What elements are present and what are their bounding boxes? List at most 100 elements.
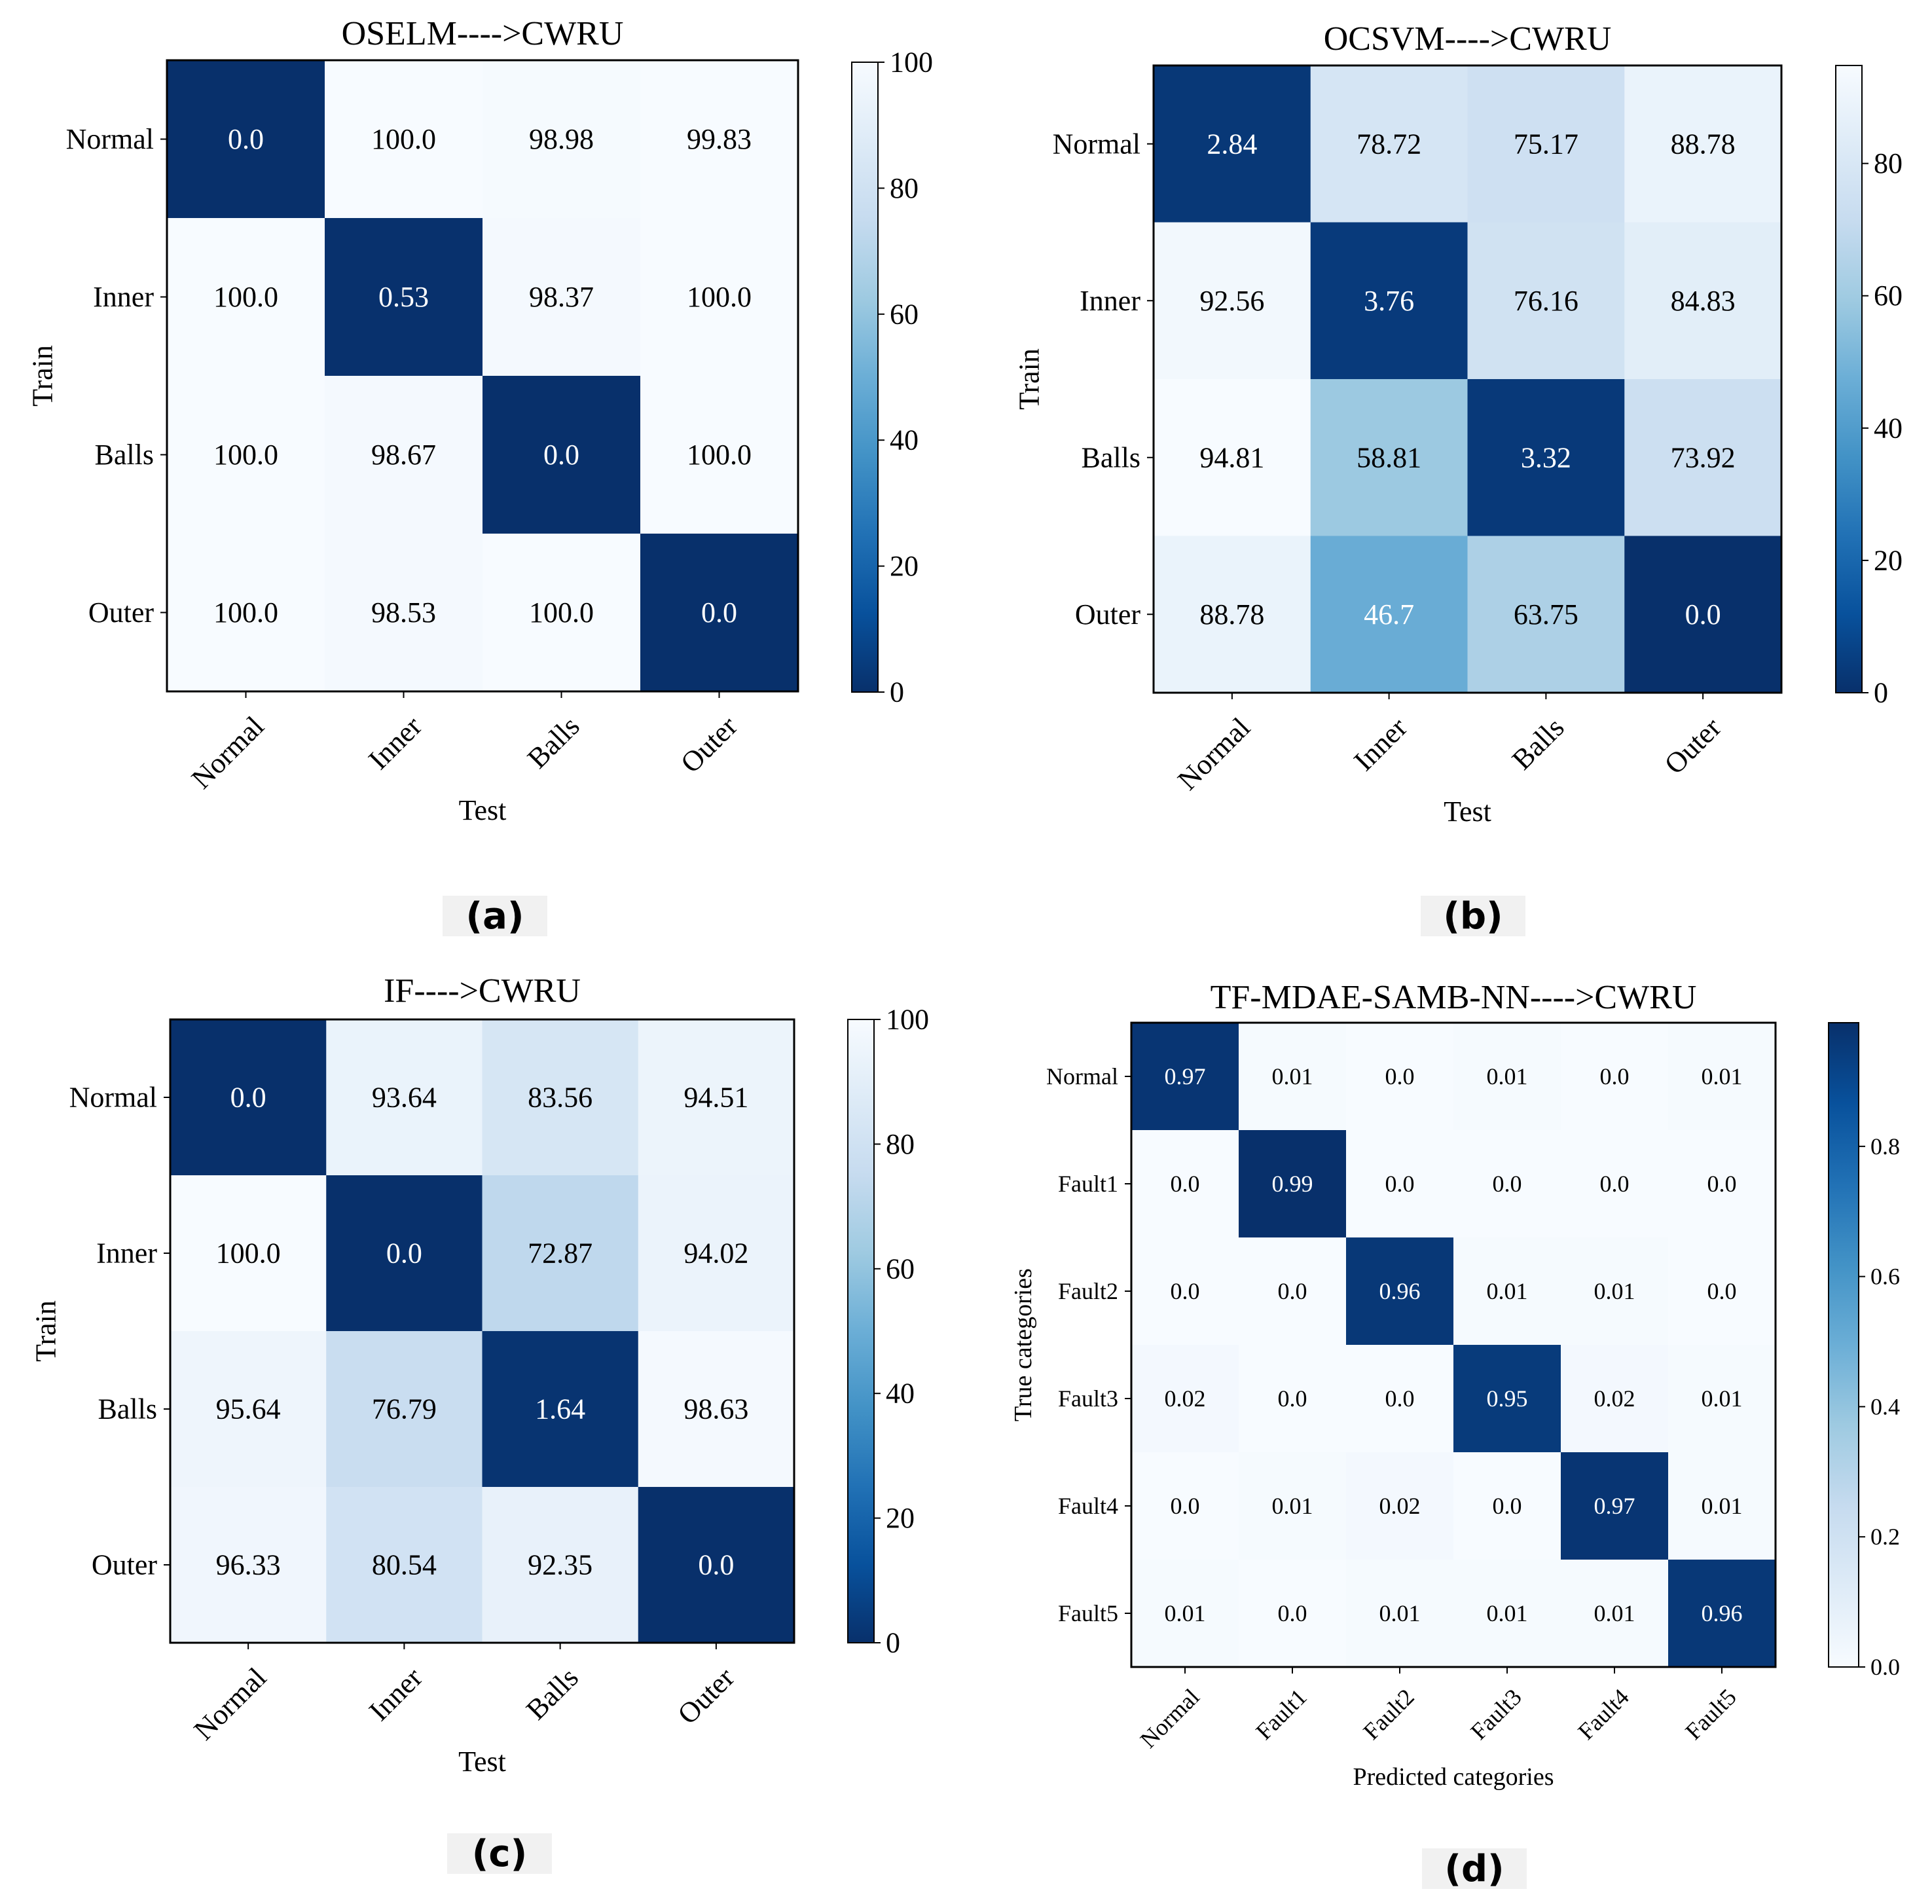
cell-value-label: 92.56 bbox=[1199, 285, 1264, 317]
heatmap-cell bbox=[1668, 1237, 1776, 1346]
heatmap-cell bbox=[1346, 1560, 1454, 1668]
colorbar-tick-label: 20 bbox=[886, 1502, 915, 1534]
cell-value-label: 98.37 bbox=[529, 281, 594, 313]
y-tick-label: Fault4 bbox=[1058, 1493, 1118, 1519]
panel-d: TF-MDAE-SAMB-NN---->CWRU 0.97 0.01 0.0 0.01 0… bbox=[1010, 979, 1900, 1890]
panel-tag-background bbox=[1422, 1848, 1527, 1889]
y-tick-label: Inner bbox=[1080, 285, 1140, 317]
x-tick-label: Outer bbox=[672, 1661, 741, 1730]
heatmap-cell bbox=[1154, 222, 1311, 380]
cell-value-label: 100.0 bbox=[529, 596, 594, 629]
x-tick-label: Fault2 bbox=[1358, 1683, 1419, 1744]
heatmap-cell bbox=[1453, 1345, 1561, 1453]
colorbar bbox=[851, 62, 879, 693]
colorbar-tick-label: 0 bbox=[886, 1627, 900, 1659]
colorbar-tick-label: 80 bbox=[886, 1128, 915, 1160]
colorbar-tick-label: 100 bbox=[886, 1004, 929, 1036]
heatmap-cell bbox=[1239, 1560, 1347, 1668]
cell-value-label: 95.64 bbox=[216, 1393, 281, 1425]
heatmap-cell bbox=[326, 1175, 483, 1332]
heatmap-cell bbox=[483, 534, 641, 692]
chart-title: IF---->CWRU bbox=[384, 972, 581, 1010]
heatmap-cell bbox=[1346, 1237, 1454, 1346]
chart-title: TF-MDAE-SAMB-NN---->CWRU bbox=[1211, 979, 1697, 1016]
cell-value-label: 0.0 bbox=[1707, 1171, 1737, 1197]
panel-tag-background bbox=[447, 1833, 552, 1874]
heatmap-cell bbox=[1624, 379, 1782, 536]
colorbar-tick-label: 60 bbox=[1874, 280, 1903, 312]
cell-value-label: 0.01 bbox=[1702, 1385, 1743, 1412]
cell-value-label: 0.0 bbox=[1493, 1493, 1522, 1519]
cell-value-label: 0.01 bbox=[1272, 1063, 1313, 1089]
heatmap-cell bbox=[482, 1175, 639, 1332]
heatmap-cell bbox=[170, 1331, 327, 1488]
heatmap-cell bbox=[1131, 1237, 1239, 1346]
heatmap-cell bbox=[1561, 1237, 1669, 1346]
panel-label: (c) bbox=[472, 1833, 527, 1875]
heatmap-cell bbox=[1668, 1560, 1776, 1668]
colorbar-tick-label: 40 bbox=[886, 1378, 915, 1410]
panel-label: (a) bbox=[466, 895, 524, 938]
heatmap-cell bbox=[1561, 1345, 1669, 1453]
y-axis-label: Train bbox=[1013, 348, 1046, 410]
heatmap-cell bbox=[1668, 1130, 1776, 1238]
colorbar bbox=[847, 1019, 875, 1643]
heatmap-cell bbox=[640, 60, 799, 219]
cell-value-label: 0.01 bbox=[1487, 1278, 1528, 1304]
colorbar-tick-label: 80 bbox=[890, 172, 919, 204]
x-tick-label: Inner bbox=[1347, 711, 1413, 777]
colorbar-tick-label: 20 bbox=[890, 550, 919, 582]
cell-value-label: 72.87 bbox=[528, 1237, 592, 1270]
cell-value-label: 76.79 bbox=[372, 1393, 437, 1425]
chart-title: OCSVM---->CWRU bbox=[1324, 20, 1612, 58]
cell-value-label: 73.92 bbox=[1671, 441, 1736, 473]
heatmap-cell bbox=[482, 1487, 639, 1643]
cell-value-label: 2.84 bbox=[1207, 128, 1257, 160]
heatmap-cell bbox=[1239, 1452, 1347, 1560]
cell-value-label: 0.0 bbox=[230, 1082, 266, 1114]
cell-value-label: 0.96 bbox=[1379, 1278, 1421, 1304]
cell-value-label: 78.72 bbox=[1357, 128, 1421, 160]
heatmap-cell bbox=[640, 534, 799, 692]
panel-b: OCSVM---->CWRU 2.84 78.72 75.17 88.78 92.56 3.… bbox=[1013, 20, 1903, 938]
colorbar-tick-label: 0.0 bbox=[1870, 1654, 1900, 1680]
cell-value-label: 0.0 bbox=[1278, 1278, 1307, 1304]
heatmap-cell bbox=[1453, 1452, 1561, 1560]
x-tick-label: Balls bbox=[521, 710, 586, 775]
chart-title: OSELM---->CWRU bbox=[342, 15, 624, 52]
cell-value-label: 75.17 bbox=[1514, 128, 1578, 160]
heatmap-cell bbox=[482, 1331, 639, 1488]
cell-value-label: 0.0 bbox=[1385, 1385, 1415, 1412]
heatmap-cell bbox=[167, 60, 325, 219]
heatmap-cell bbox=[325, 60, 483, 219]
y-tick-label: Balls bbox=[1082, 441, 1140, 473]
cell-value-label: 94.81 bbox=[1199, 441, 1264, 473]
cell-value-label: 0.02 bbox=[1594, 1385, 1635, 1412]
heatmap-cell bbox=[1467, 65, 1625, 223]
cell-value-label: 76.16 bbox=[1514, 285, 1578, 317]
cell-value-label: 0.0 bbox=[1707, 1278, 1737, 1304]
cell-value-label: 0.0 bbox=[386, 1237, 422, 1270]
colorbar bbox=[1828, 1022, 1859, 1668]
colorbar-tick-label: 100 bbox=[890, 46, 933, 79]
cell-value-label: 0.01 bbox=[1487, 1063, 1528, 1089]
colorbar-tick-label: 0 bbox=[890, 676, 904, 708]
x-tick-label: Inner bbox=[362, 710, 428, 776]
y-axis-label: True categories bbox=[1010, 1268, 1037, 1421]
heatmap-cell bbox=[1561, 1130, 1669, 1238]
x-axis-label: Test bbox=[1444, 796, 1491, 828]
heatmap-cell bbox=[167, 376, 325, 534]
cell-value-label: 0.01 bbox=[1702, 1063, 1743, 1089]
colorbar-tick-label: 0.6 bbox=[1870, 1264, 1900, 1290]
cell-value-label: 98.98 bbox=[529, 123, 594, 155]
heatmap-cell bbox=[1131, 1130, 1239, 1238]
cell-value-label: 100.0 bbox=[371, 123, 436, 155]
cell-value-label: 0.99 bbox=[1272, 1171, 1313, 1197]
y-tick-label: Normal bbox=[1046, 1063, 1118, 1089]
cell-value-label: 84.83 bbox=[1671, 285, 1736, 317]
panel-label: (b) bbox=[1443, 895, 1503, 938]
heatmap-cell bbox=[1239, 1345, 1347, 1453]
y-tick-label: Outer bbox=[1075, 598, 1141, 631]
x-tick-label: Balls bbox=[520, 1661, 585, 1726]
